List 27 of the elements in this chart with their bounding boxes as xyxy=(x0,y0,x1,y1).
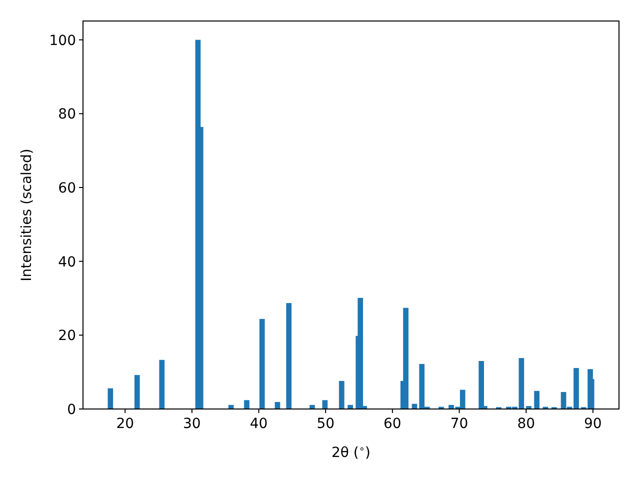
y-tick-label: 60 xyxy=(58,180,76,196)
bar xyxy=(244,400,250,409)
bar xyxy=(322,400,328,409)
x-tick-label: 90 xyxy=(584,416,602,432)
y-tick-label: 20 xyxy=(58,328,76,344)
y-tick-label: 80 xyxy=(58,106,76,123)
y-tick-label: 40 xyxy=(58,254,76,270)
x-tick-label: 80 xyxy=(517,416,536,432)
y-tick-label: 100 xyxy=(49,32,76,49)
bar xyxy=(478,361,484,409)
bar xyxy=(460,390,466,409)
y-axis-title: Intensities (scaled) xyxy=(19,148,35,282)
bar xyxy=(286,303,292,409)
x-axis-title: 2θ ($^{∘}$) xyxy=(332,444,370,461)
x-tick-label: 50 xyxy=(316,416,335,432)
bar xyxy=(338,380,344,409)
bar xyxy=(108,388,114,409)
x-tick-label: 70 xyxy=(450,416,468,432)
x-tick-label: 30 xyxy=(183,416,201,432)
bar xyxy=(159,360,165,409)
y-tick-label: 0 xyxy=(67,402,76,418)
x-tick-label: 40 xyxy=(250,416,268,432)
x-tick-label: 60 xyxy=(384,416,402,432)
x-tick-label: 20 xyxy=(116,416,134,432)
bar xyxy=(534,390,540,409)
bar xyxy=(259,318,265,409)
bar xyxy=(134,375,140,409)
